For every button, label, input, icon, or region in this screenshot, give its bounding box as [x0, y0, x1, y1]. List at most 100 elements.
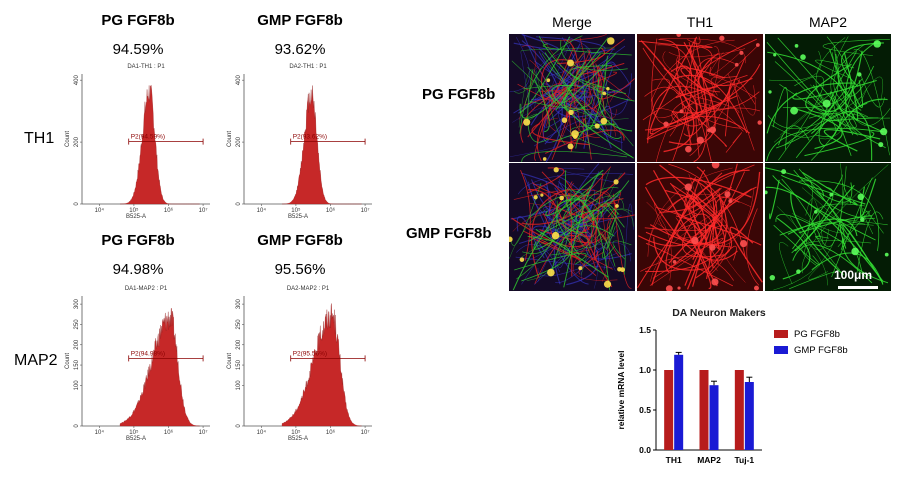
histogram-distribution [119, 308, 200, 427]
histogram-subtitle: DA1-TH1 : P1 [127, 64, 165, 70]
histogram-distribution [281, 85, 362, 205]
y-tick-label: 0 [74, 202, 80, 206]
histogram-gmp-th1: DA2-TH1 : P1 10⁴ 10⁵ 10⁶ 10⁷ B525-A 0 200 400 Cou… [222, 58, 382, 218]
x-tick-label: 10⁵ [129, 429, 139, 436]
micro-image-map2-pg [765, 34, 891, 162]
y-tick-label: 250 [74, 319, 80, 330]
error-bar [746, 376, 753, 382]
y-tick-label: 400 [74, 75, 80, 86]
y-axis-label: Count [227, 353, 233, 369]
chart-y-axis-label: relative mRNA level [616, 350, 626, 429]
micro-image-th1-pg [637, 34, 763, 162]
flow-header-pg-th1: PG FGF8b [101, 12, 175, 29]
y-axis-label: Count [65, 131, 71, 147]
y-tick-label: 400 [236, 75, 242, 86]
scale-bar-label: 100μm [834, 268, 873, 282]
micro-col-merge: Merge [552, 14, 592, 30]
legend-swatch [774, 346, 788, 354]
x-tick-label: 10⁴ [257, 207, 267, 214]
y-tick-label: 250 [236, 319, 242, 330]
y-tick-label: 300 [74, 298, 80, 309]
x-tick-label: 10⁶ [164, 429, 174, 436]
x-axis-label: B525-A [288, 214, 308, 218]
histogram-svg: DA2-MAP2 : P1 10⁴ 10⁵ 10⁶ 10⁷ B525-A 0 100 150 20… [227, 286, 372, 440]
flow-percent-pg-map2: 94.98% [112, 261, 164, 278]
histogram-distribution [119, 84, 200, 205]
histogram-svg: DA1-TH1 : P1 10⁴ 10⁵ 10⁶ 10⁷ B525-A 0 200 400 Cou… [65, 64, 210, 218]
chart-category-label: MAP2 [697, 455, 721, 465]
chart-y-tick-label: 1.5 [639, 325, 651, 335]
x-axis-label: B525-A [288, 436, 308, 440]
y-tick-label: 150 [74, 359, 80, 370]
bar-chart-svg: DA Neuron Makers 0.0 0.5 1.0 1.5 relative mRN… [616, 307, 848, 465]
micro-row-label-gmp: GMP FGF8b [406, 225, 492, 242]
bar-pg-th1 [664, 370, 674, 450]
x-tick-label: 10⁷ [361, 429, 370, 436]
histogram-subtitle: DA2-MAP2 : P1 [287, 286, 330, 292]
micro-image-map2-gmp [765, 163, 891, 291]
y-tick-label: 300 [236, 298, 242, 309]
micro-image-merge-pg [509, 34, 635, 162]
y-tick-label: 200 [236, 339, 242, 350]
x-tick-label: 10⁵ [129, 207, 139, 214]
x-tick-label: 10⁵ [291, 207, 301, 214]
gate-marker [128, 138, 204, 145]
x-axis-label: B525-A [126, 214, 146, 218]
bar-gmp-tuj-1 [744, 382, 754, 450]
histogram-subtitle: DA1-MAP2 : P1 [125, 286, 168, 292]
histogram-distribution [281, 303, 362, 427]
y-tick-label: 0 [236, 424, 242, 428]
gate-label: P2(95.56%) [293, 350, 327, 357]
chart-y-tick-label: 0.5 [639, 405, 651, 415]
flow-row-label-map2: MAP2 [14, 352, 58, 369]
y-tick-label: 0 [236, 202, 242, 206]
flow-header-gmp-map2: GMP FGF8b [257, 232, 343, 249]
error-bar [711, 380, 717, 386]
x-tick-label: 10⁵ [291, 429, 301, 436]
micro-col-th1: TH1 [686, 14, 714, 30]
x-tick-label: 10⁷ [199, 207, 208, 214]
chart-y-tick-label: 0.0 [639, 445, 651, 455]
error-bar [675, 351, 682, 355]
flow-percent-gmp-th1: 93.62% [274, 41, 326, 58]
bar-gmp-map2 [709, 385, 719, 450]
histogram-svg: DA2-TH1 : P1 10⁴ 10⁵ 10⁶ 10⁷ B525-A 0 200 400 Cou… [227, 64, 372, 218]
micro-image-merge-gmp [509, 163, 635, 291]
y-tick-label: 100 [236, 380, 242, 391]
x-tick-label: 10⁶ [326, 207, 336, 214]
histogram-pg-th1: DA1-TH1 : P1 10⁴ 10⁵ 10⁶ 10⁷ B525-A 0 200 400 Cou… [60, 58, 220, 218]
y-tick-label: 0 [74, 424, 80, 428]
scale-bar [838, 286, 878, 289]
micro-image-th1-gmp [637, 163, 763, 291]
gate-label: P2(94.98%) [131, 350, 165, 357]
chart-category-label: Tuj-1 [734, 455, 754, 465]
y-tick-label: 150 [236, 359, 242, 370]
y-tick-label: 200 [236, 136, 242, 147]
x-tick-label: 10⁴ [95, 207, 105, 214]
legend-label: GMP FGF8b [794, 345, 848, 356]
y-tick-label: 200 [74, 339, 80, 350]
y-tick-label: 100 [74, 380, 80, 391]
mrna-bar-chart: DA Neuron Makers 0.0 0.5 1.0 1.5 relative mRN… [592, 300, 892, 475]
flow-percent-pg-th1: 94.59% [112, 41, 164, 58]
chart-category-label: TH1 [666, 455, 682, 465]
histogram-pg-map2: DA1-MAP2 : P1 10⁴ 10⁵ 10⁶ 10⁷ B525-A 0 100 150 20… [60, 280, 220, 440]
histogram-subtitle: DA2-TH1 : P1 [289, 64, 327, 70]
bar-pg-map2 [699, 370, 709, 450]
x-axis-label: B525-A [126, 436, 146, 440]
x-tick-label: 10⁴ [257, 429, 267, 436]
gate-label: P2(93.62%) [293, 134, 327, 141]
legend-swatch [774, 330, 788, 338]
legend-label: PG FGF8b [794, 329, 840, 340]
gate-label: P2(94.59%) [131, 134, 165, 141]
micro-row-label-pg: PG FGF8b [422, 86, 496, 103]
x-tick-label: 10⁴ [95, 429, 105, 436]
x-tick-label: 10⁷ [361, 207, 370, 214]
gate-marker [290, 138, 366, 145]
flow-header-pg-map2: PG FGF8b [101, 232, 175, 249]
chart-title: DA Neuron Makers [672, 307, 766, 319]
x-tick-label: 10⁶ [164, 207, 174, 214]
chart-y-tick-label: 1.0 [639, 365, 651, 375]
y-axis-label: Count [227, 131, 233, 147]
y-axis-label: Count [65, 353, 71, 369]
